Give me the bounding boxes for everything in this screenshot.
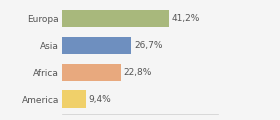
Text: 22,8%: 22,8% bbox=[124, 68, 152, 77]
Bar bbox=[62, 37, 131, 54]
Text: 26,7%: 26,7% bbox=[134, 41, 162, 50]
Text: 9,4%: 9,4% bbox=[89, 95, 111, 104]
Bar bbox=[62, 90, 86, 108]
Bar bbox=[62, 10, 169, 27]
Text: 41,2%: 41,2% bbox=[172, 14, 200, 23]
Bar bbox=[62, 63, 121, 81]
